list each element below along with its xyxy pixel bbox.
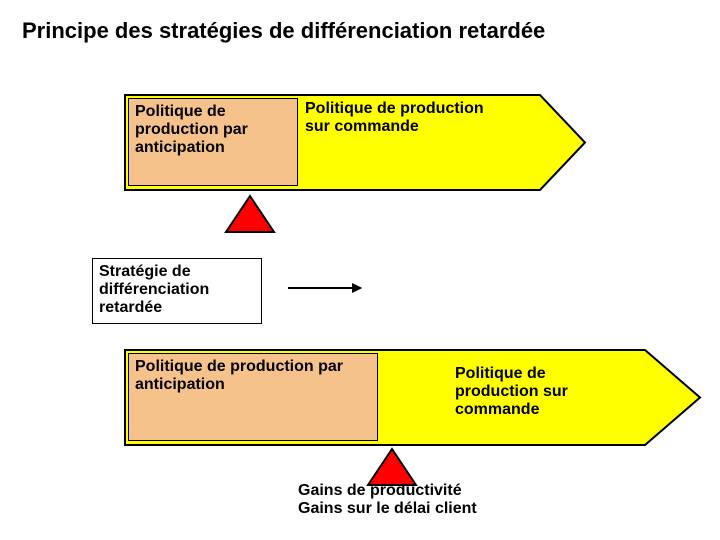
triangle-bottom — [0, 0, 720, 540]
gains-text: Gains de productivité Gains sur le délai… — [298, 482, 477, 518]
gains-line1: Gains de productivité — [298, 482, 477, 500]
gains-line2: Gains sur le délai client — [298, 500, 477, 518]
